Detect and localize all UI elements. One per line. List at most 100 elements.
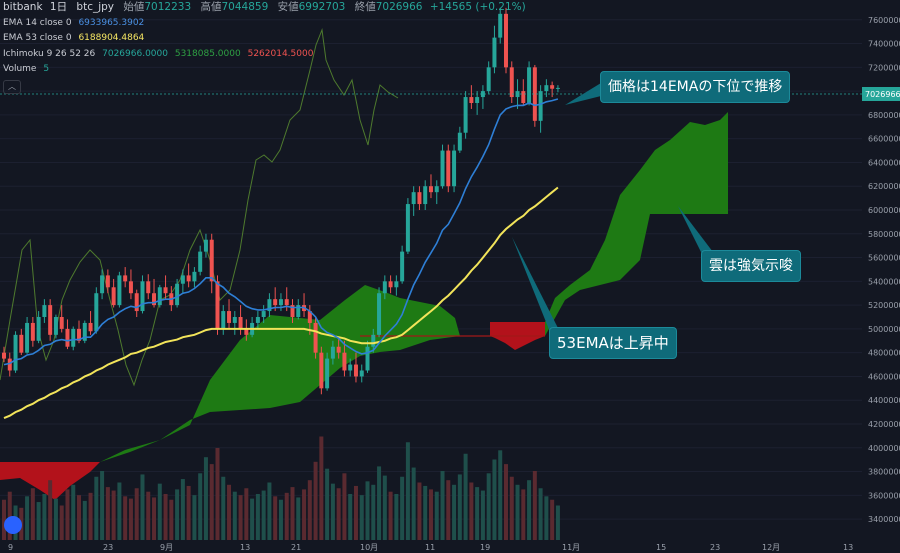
volume-bar — [463, 453, 468, 540]
candle-body — [180, 275, 185, 284]
candle — [377, 287, 382, 338]
candle-body — [203, 239, 208, 252]
candle-body — [509, 67, 514, 98]
x-tick-label: 10月 — [360, 543, 378, 552]
indicator-ema14[interactable]: EMA 14 close 0 6933965.3902 — [3, 16, 526, 32]
indicator-value: 7026966.0000 — [102, 48, 168, 59]
callout-ema53: 53EMAは上昇中 — [549, 327, 677, 359]
volume-bar — [209, 464, 214, 540]
volume-bar — [238, 495, 243, 540]
candle — [336, 338, 341, 359]
volume-bar — [405, 442, 410, 540]
volume-bar — [71, 484, 76, 540]
candle — [111, 278, 116, 308]
volume-bar — [428, 489, 433, 540]
volume-bar — [105, 487, 110, 540]
ema14-line — [3, 98, 559, 366]
candle — [296, 299, 301, 320]
volume-bar — [94, 476, 99, 540]
candle — [348, 358, 353, 377]
x-tick-label: 9月 — [160, 543, 173, 552]
candle — [428, 174, 433, 199]
volume-bar — [221, 476, 226, 540]
candle-body — [400, 251, 405, 282]
y-tick-label: 4200000 — [868, 420, 900, 429]
chevron-up-icon[interactable]: ︿ — [3, 80, 21, 94]
candle — [457, 126, 462, 153]
volume-bar — [278, 499, 283, 540]
tradingview-logo-icon[interactable] — [4, 516, 22, 534]
y-tick-label: 6200000 — [868, 182, 900, 191]
candle-body — [377, 293, 382, 335]
candle-body — [221, 311, 226, 329]
candle-body — [411, 192, 416, 205]
candle-body — [19, 334, 24, 353]
volume-bar — [117, 482, 122, 540]
candle — [353, 352, 358, 383]
volume-bar — [457, 474, 462, 540]
candle — [59, 305, 64, 333]
candle — [550, 81, 555, 98]
volume-bar — [509, 476, 514, 540]
indicator-value: 5 — [43, 64, 50, 74]
volume-bar — [296, 497, 301, 540]
x-tick-label: 19 — [480, 543, 490, 552]
candle — [555, 85, 560, 93]
candle — [538, 85, 543, 133]
volume-bar — [394, 494, 399, 540]
candle — [417, 186, 422, 210]
candle — [134, 289, 139, 317]
volume-bar — [377, 466, 382, 540]
candle — [105, 269, 110, 294]
candle-body — [215, 281, 220, 329]
volume-bar — [146, 491, 151, 540]
candle-body — [36, 317, 41, 341]
candle-body — [330, 346, 335, 359]
candle-body — [290, 305, 295, 317]
y-tick-label: 5800000 — [868, 230, 900, 239]
interval[interactable]: 1日 — [49, 1, 68, 13]
volume-bar — [53, 498, 58, 540]
volume-bar — [123, 496, 128, 540]
indicator-ema53[interactable]: EMA 53 close 0 6188904.4864 — [3, 31, 526, 47]
candle-body — [492, 37, 497, 68]
candle — [469, 85, 474, 109]
pair[interactable]: btc_jpy — [76, 1, 115, 13]
symbol-name[interactable]: bitbank — [3, 1, 43, 13]
candle-body — [475, 97, 480, 103]
volume-bar — [440, 471, 445, 540]
volume-bar — [42, 494, 47, 540]
callout-text: 価格は14EMAの下位で推移 — [608, 79, 783, 95]
candle — [411, 186, 416, 216]
candle — [100, 269, 105, 300]
indicator-ichimoku[interactable]: Ichimoku 9 26 52 26 7026966.0000 5318085… — [3, 47, 526, 63]
y-tick-label: 7800000 — [868, 0, 900, 1]
candle — [394, 275, 399, 296]
volume-bar — [128, 498, 133, 540]
candle — [82, 320, 87, 344]
y-tick-label: 6600000 — [868, 135, 900, 144]
candle — [503, 7, 508, 74]
volume-bar — [59, 505, 64, 540]
y-tick-label: 4400000 — [868, 396, 900, 405]
candle — [244, 319, 249, 341]
volume-bar — [515, 484, 520, 540]
volume-bar — [555, 505, 560, 540]
volume-bar — [480, 490, 485, 540]
candle — [330, 340, 335, 365]
candle — [186, 263, 191, 288]
volume-bar — [342, 473, 347, 540]
indicator-volume[interactable]: Volume 5 — [3, 62, 526, 78]
volume-bar — [434, 491, 439, 540]
volume-bar — [330, 483, 335, 540]
volume-bar — [261, 490, 266, 540]
y-tick-label: 7400000 — [868, 40, 900, 49]
candle-body — [13, 334, 18, 371]
candle — [325, 352, 330, 391]
legend: bitbank 1日 btc_jpy 始値7012233 高値7044859 安… — [3, 0, 526, 78]
x-tick-label: 13 — [240, 543, 250, 552]
candle — [146, 274, 151, 300]
cloud-bull-main — [100, 285, 460, 462]
indicator-value: 5318085.0000 — [174, 48, 241, 59]
candle-body — [7, 358, 12, 371]
